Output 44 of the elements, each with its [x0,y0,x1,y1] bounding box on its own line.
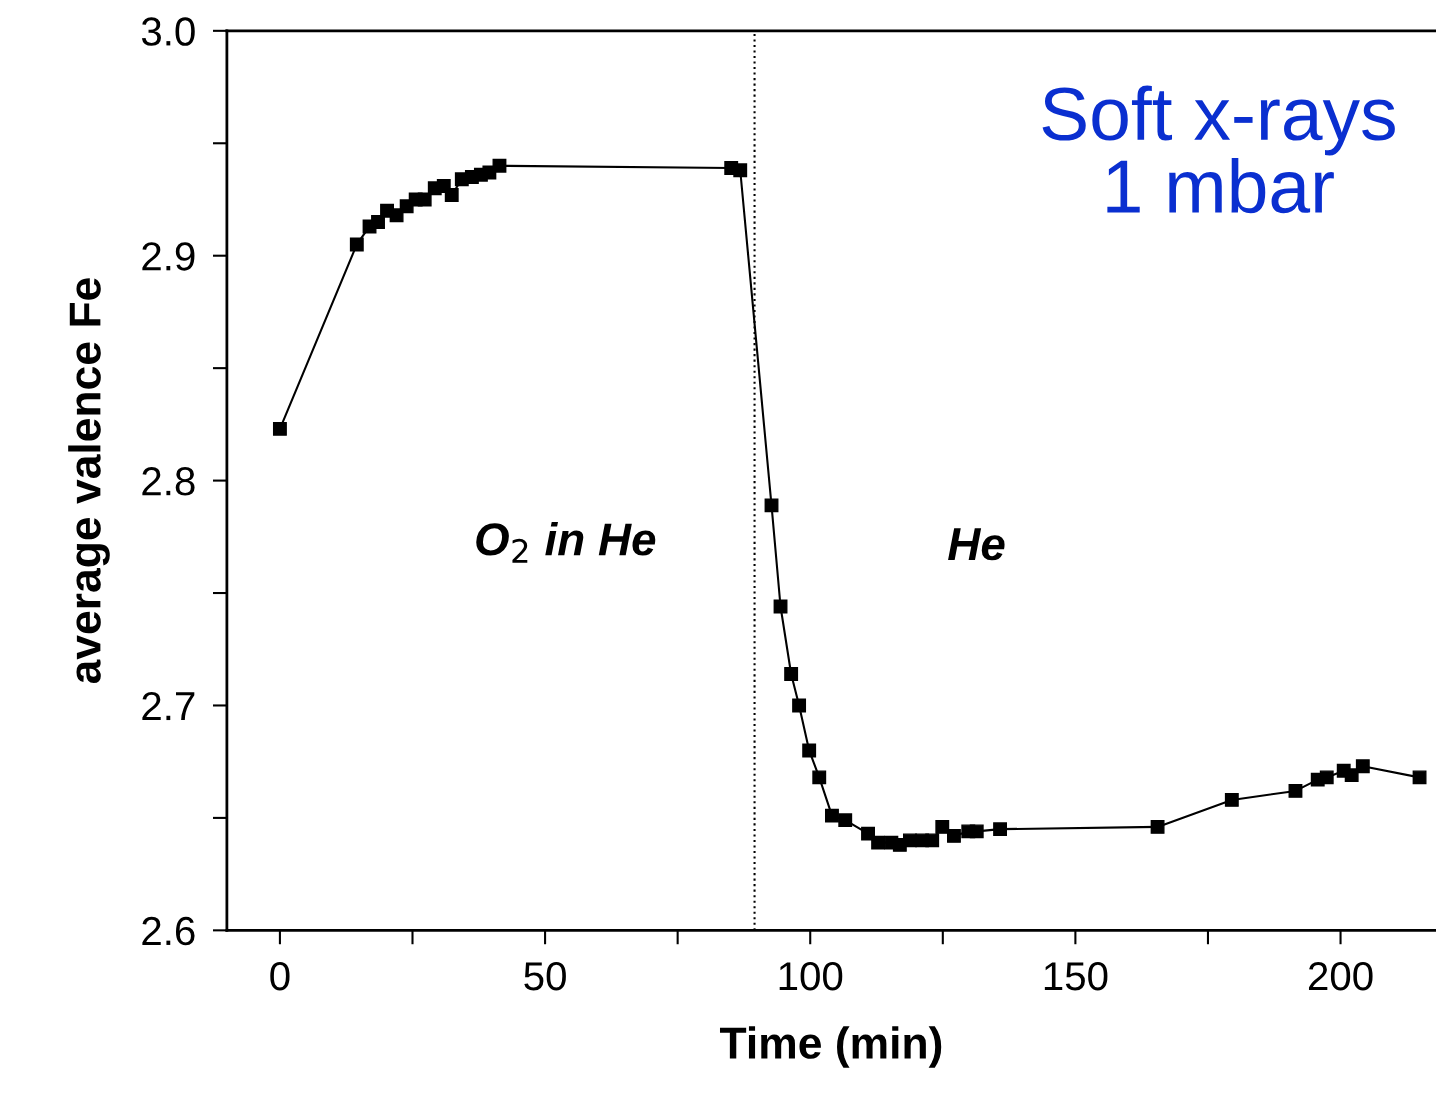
point [838,813,853,828]
point [802,743,817,758]
point [871,835,886,850]
y-tick-label: 2.7 [142,691,195,721]
point [1288,783,1303,798]
x-tick-label: 0 [270,961,290,991]
point [812,770,827,785]
point [792,698,807,713]
point [492,158,507,173]
point [947,828,961,843]
y-axis-title: average valence Fe [68,278,110,684]
x-tick-label: 50 [524,961,566,991]
y-tick-label: 2.9 [142,242,195,271]
point [993,822,1008,837]
y-tick-label: 2.6 [142,916,195,946]
point [389,208,404,223]
point [417,192,432,207]
point [1412,770,1427,785]
point [1344,768,1359,783]
point [1224,792,1239,807]
point [861,826,875,841]
point [444,188,459,202]
annotation: Soft x-rays 1 mbar [1042,85,1395,214]
point [733,163,748,178]
annotation: He [948,528,1005,561]
annotation: O$_{2}$ in He [476,521,656,563]
y-tick-label: 3.0 [141,17,195,46]
point [825,808,839,823]
point [935,819,950,834]
point [784,667,799,681]
point [272,421,287,436]
x-axis-title: Time (min) [719,1026,942,1068]
point [349,237,364,252]
point [925,833,940,848]
y-tick-label: 2.8 [142,467,195,496]
point [764,498,779,513]
point [1319,770,1334,785]
x-tick-label: 100 [779,961,843,991]
x-tick-label: 150 [1044,961,1108,991]
point [1150,819,1165,834]
point [1355,759,1370,774]
point [371,215,385,229]
x-tick-label: 200 [1308,961,1373,991]
point [969,824,984,839]
